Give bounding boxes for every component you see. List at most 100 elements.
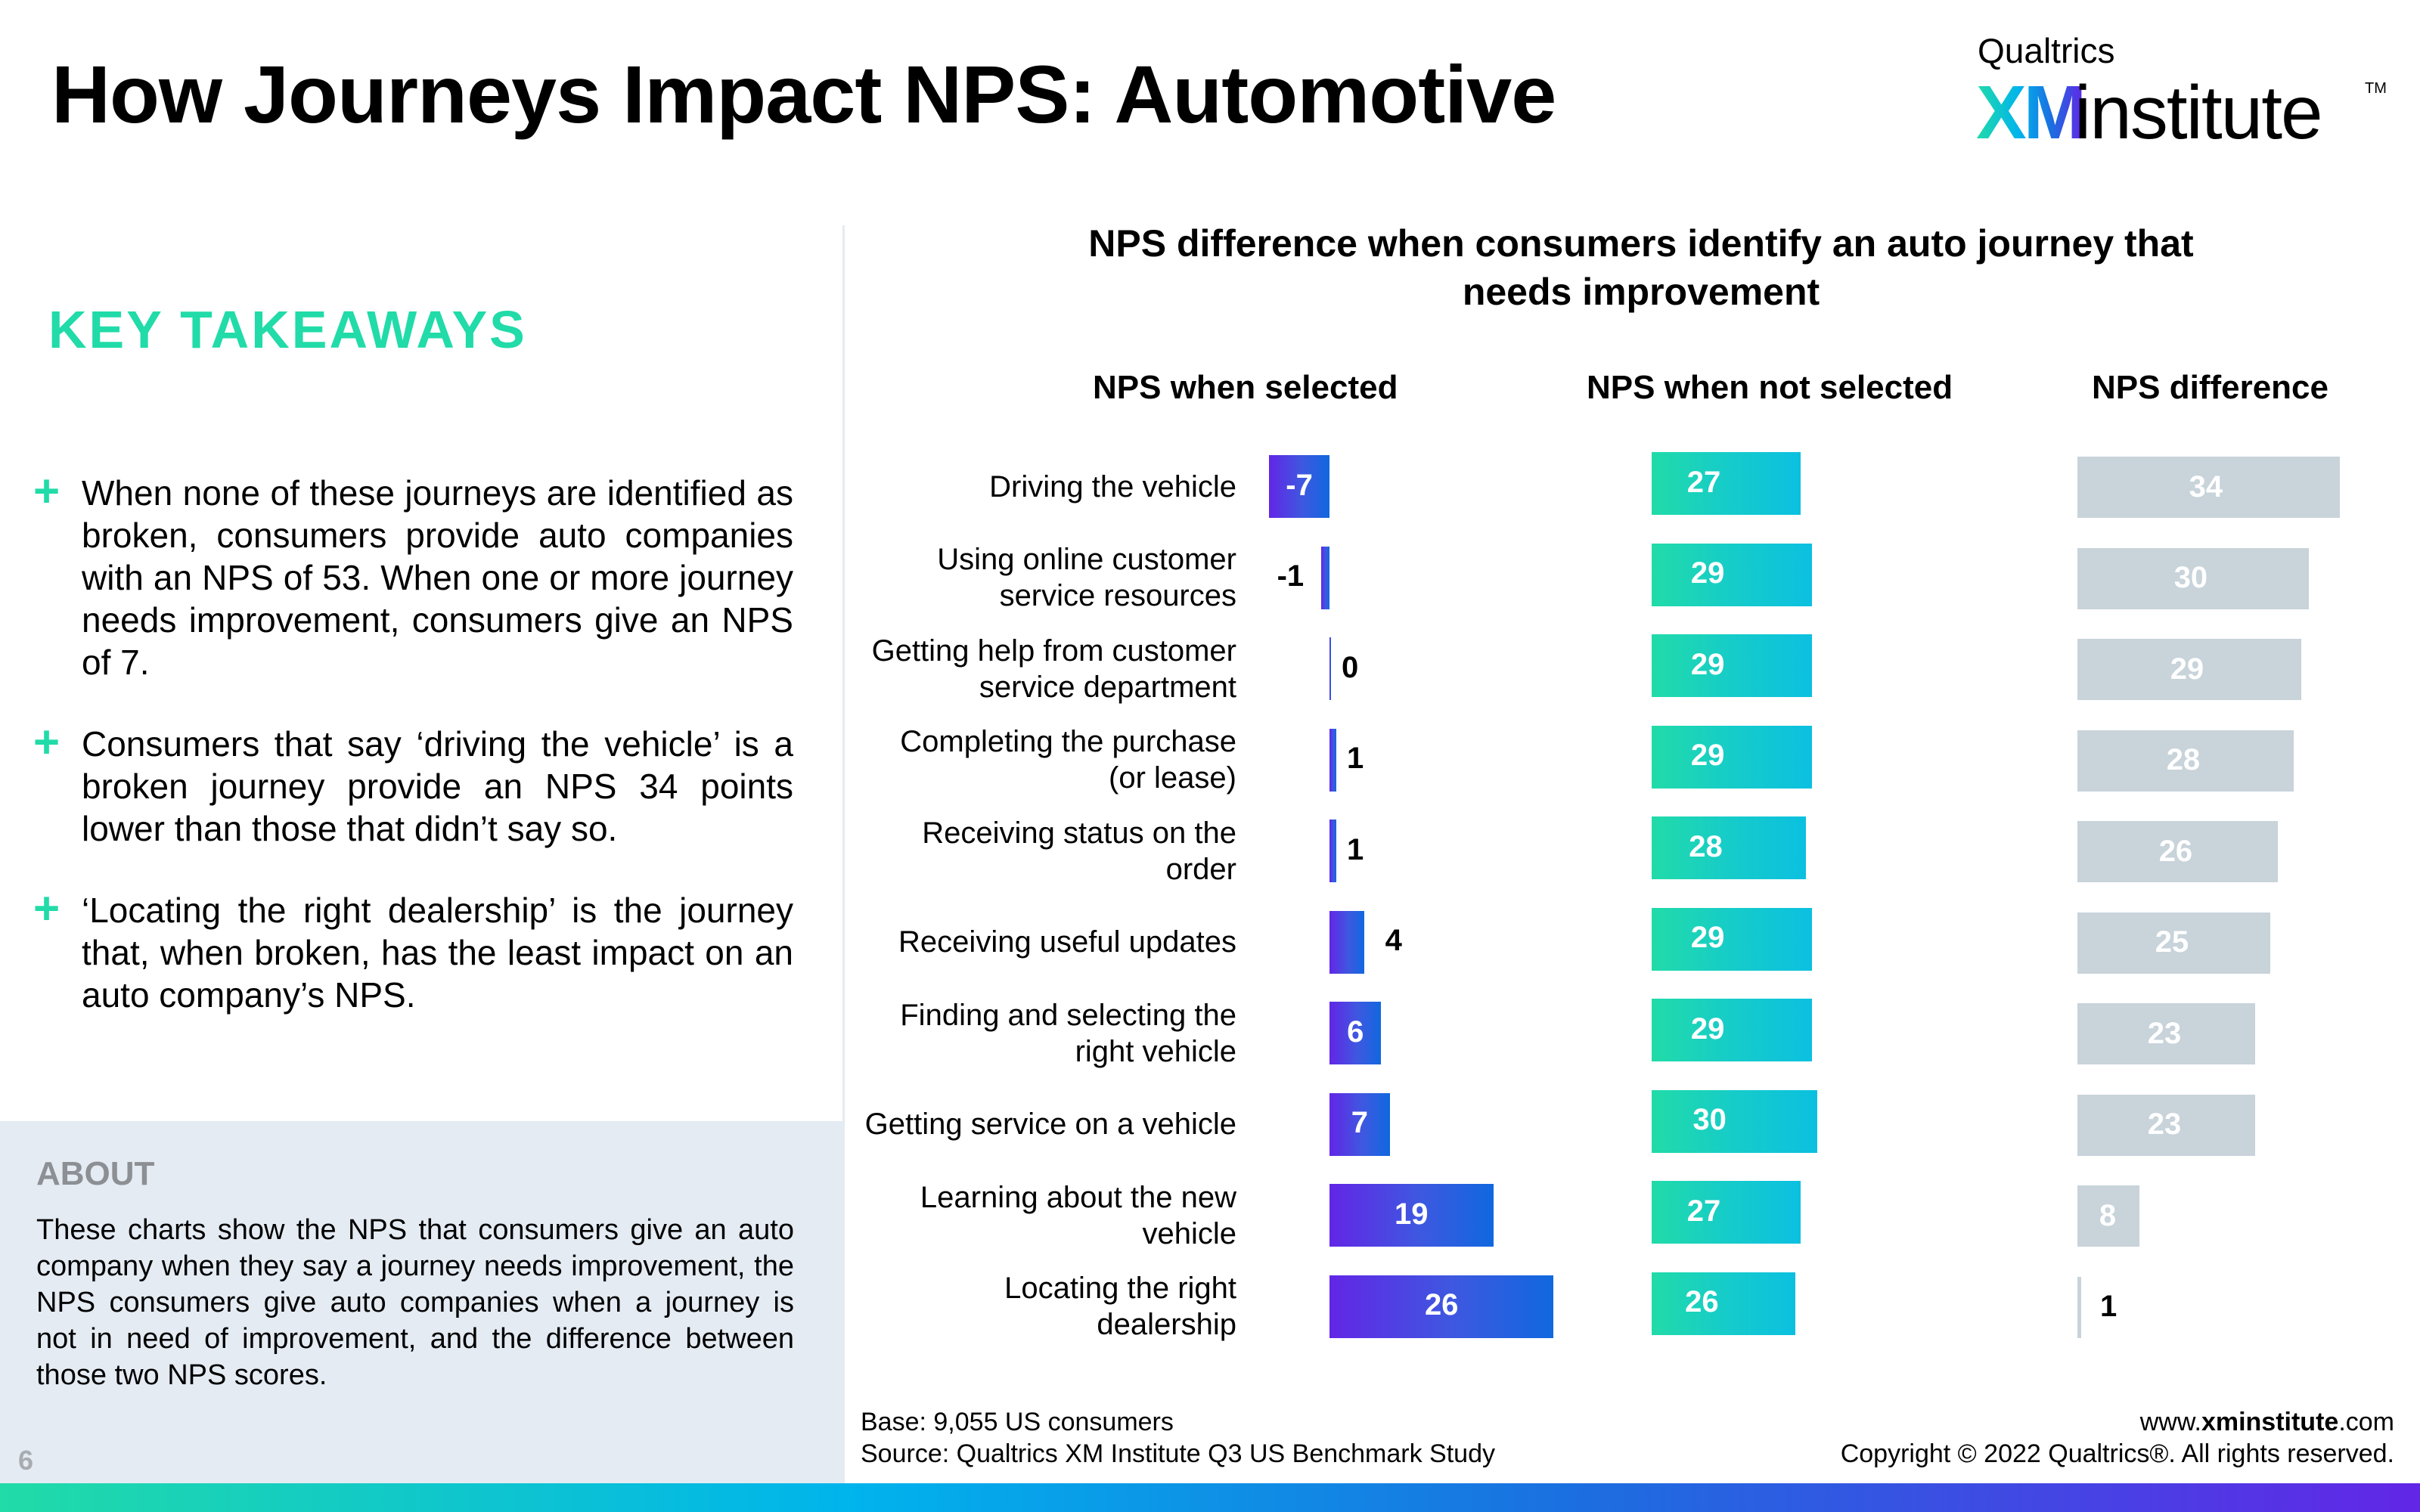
takeaway-text: ‘Locating the right dealership’ is the j… [82,891,793,1015]
plus-icon: + [33,717,60,767]
url-prefix: www. [2139,1408,2201,1436]
row-label-line: Locating the right [1004,1272,1236,1305]
page-title: How Journeys Impact NPS: Automotive [51,48,1556,140]
value-label-selected: 6 [1347,1015,1364,1049]
row-label-learning-about-the-new-vehicle: Learning about the new vehicle [832,1179,1236,1252]
row-label-driving-the-vehicle: Driving the vehicle [832,469,1236,505]
url-domain: xminstitute [2201,1408,2339,1436]
chart-title: NPS difference when consumers identify a… [1088,222,2194,313]
url-suffix: .com [2338,1408,2394,1436]
bar-selected [1329,1184,1494,1247]
row-label-line: order [1165,852,1236,886]
value-label-selected: 0 [1342,650,1359,684]
value-label-not-selected: 29 [1690,921,1725,954]
bar-not-selected [1652,1272,1795,1335]
bar-difference [2077,730,2294,792]
column-divider [842,225,845,1483]
value-label-difference: 34 [2189,469,2223,503]
row-label-finding-and-selecting-the-right-vehicle: Finding and selecting the right vehicle [832,997,1236,1070]
about-text: These charts show the NPS that consumers… [36,1214,794,1391]
bar-not-selected [1652,1089,1817,1153]
takeaway-item: + ‘Locating the right dealership’ is the… [33,883,793,1016]
bar-selected [1329,1002,1382,1064]
value-label-difference: 29 [2170,652,2204,686]
plus-icon: + [33,466,60,516]
bar-selected [1329,1092,1390,1156]
about-heading: ABOUT [36,1155,155,1192]
page-number: 6 [18,1445,34,1476]
row-label-receiving-status-on-the-order: Receiving status on the order [832,815,1236,888]
footer-notes: Base: 9,055 US consumers Source: Qualtri… [861,1406,1495,1470]
copyright: Copyright © 2022 Qualtrics®. All rights … [1840,1439,2394,1468]
value-label-difference: 26 [2158,834,2193,868]
row-label-line: Getting service on a vehicle [864,1108,1236,1141]
row-label-locating-the-right-dealership: Locating the right dealership [832,1270,1236,1343]
takeaway-item: + Consumers that say ‘driving the vehicl… [33,717,793,850]
row-label-line: Completing the purchase [900,725,1236,758]
logo-qualtrics-text: Qualtrics [1978,31,2115,70]
value-label-difference: 23 [2147,1016,2182,1050]
bar-selected [1329,728,1336,792]
takeaways-list: + When none of these journeys are identi… [33,466,793,1055]
value-label-not-selected: 26 [1685,1285,1719,1318]
bar-selected [1329,1275,1554,1338]
bar-not-selected [1652,725,1812,789]
bar-selected [1320,546,1329,609]
column-header-difference: NPS difference [2092,369,2328,406]
bar-difference [2077,639,2301,700]
row-label-getting-help-from-customer-service-department: Getting help from customer service depart… [832,633,1236,705]
takeaway-text: Consumers that say ‘driving the vehicle’… [82,724,793,848]
value-label-selected: 1 [1347,832,1364,866]
value-label-difference: 30 [2173,561,2208,594]
value-label-selected: -1 [1277,559,1305,593]
value-label-not-selected: 27 [1686,1194,1721,1228]
bar-not-selected [1652,452,1801,515]
value-label-not-selected: 29 [1690,647,1725,681]
bar-difference [2077,547,2309,609]
bar-not-selected [1652,1181,1801,1244]
value-label-difference: 28 [2166,743,2201,776]
row-label-line: vehicle [1142,1216,1236,1250]
value-label-selected: 7 [1351,1106,1369,1139]
bottom-gradient-band [0,1483,2420,1512]
logo-institute-text: institute [2074,70,2323,155]
value-label-not-selected: 30 [1692,1103,1727,1136]
source-note: Source: Qualtrics XM Institute Q3 US Ben… [861,1439,1495,1468]
row-label-line: Using online customer [937,543,1236,576]
base-note: Base: 9,055 US consumers [861,1408,1174,1436]
value-label-not-selected: 29 [1690,739,1725,772]
column-header-not-selected: NPS when not selected [1587,369,1953,406]
value-label-selected: -7 [1286,468,1313,502]
bar-difference [2077,1276,2081,1338]
row-label-line: service department [979,670,1236,704]
row-label-getting-service-on-a-vehicle: Getting service on a vehicle [832,1106,1236,1142]
bar-selected [1329,820,1336,882]
value-label-not-selected: 29 [1690,556,1725,590]
row-label-line: Driving the vehicle [989,469,1236,503]
row-label-line: (or lease) [1109,761,1236,795]
value-label-selected: 26 [1424,1288,1459,1321]
column-header-selected: NPS when selected [1093,369,1398,406]
value-label-selected: 19 [1395,1197,1429,1231]
website-link[interactable]: www.xminstitute.com [1841,1406,2394,1438]
key-takeaways-heading: KEY TAKEAWAYS [48,300,527,359]
row-label-completing-the-purchase-or-lease: Completing the purchase (or lease) [832,723,1236,796]
value-label-difference: 25 [2155,925,2189,959]
bar-difference [2077,821,2279,882]
bar-difference [2077,1185,2139,1247]
row-label-line: Receiving useful updates [898,925,1236,959]
row-label-line: Learning about the new [920,1180,1236,1214]
bar-difference [2077,457,2340,518]
xm-institute-logo: Qualtrics XM institute TM [1976,30,2387,155]
row-label-line: Receiving status on the [922,816,1236,850]
bar-not-selected [1652,907,1812,971]
bar-difference [2077,1003,2255,1064]
row-label-line: right vehicle [1075,1034,1236,1068]
value-label-not-selected: 29 [1690,1012,1725,1046]
footer-right: www.xminstitute.com Copyright © 2022 Qua… [1841,1406,2394,1470]
takeaway-text: When none of these journeys are identifi… [82,473,793,682]
bar-difference [2077,1094,2255,1156]
bar-selected [1329,637,1331,700]
bar-difference [2077,912,2270,974]
plus-icon: + [33,883,60,934]
